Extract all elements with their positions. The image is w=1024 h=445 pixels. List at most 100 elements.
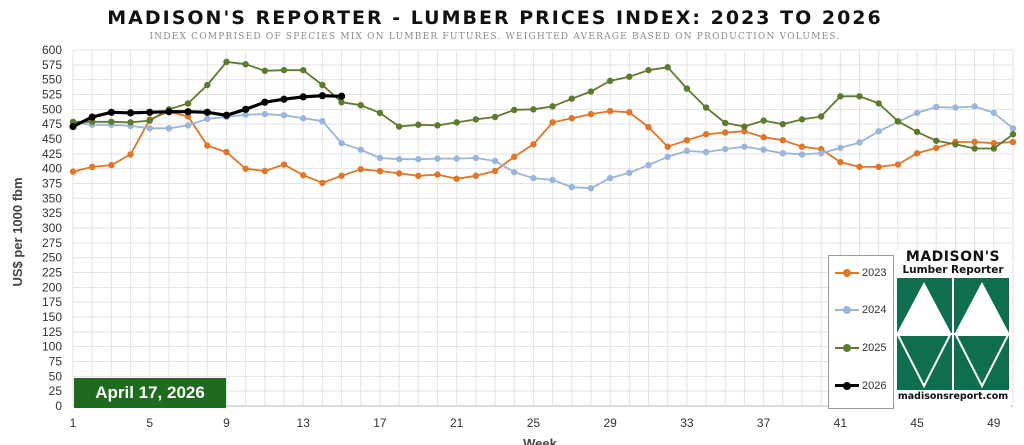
data-point-2025 bbox=[184, 100, 192, 107]
data-point-2025 bbox=[1009, 131, 1017, 138]
data-point-2025 bbox=[415, 121, 422, 128]
data-point-2023 bbox=[415, 172, 422, 179]
data-point-2025 bbox=[990, 145, 998, 152]
x-tick-label: 49 bbox=[987, 416, 1001, 430]
y-tick-label: 175 bbox=[42, 295, 62, 309]
data-point-2024 bbox=[549, 176, 556, 184]
data-point-2024 bbox=[645, 161, 652, 169]
data-point-2023 bbox=[242, 165, 249, 172]
logo-url[interactable]: madisonsreport.com bbox=[897, 391, 1009, 402]
data-point-2024 bbox=[491, 157, 499, 165]
x-tick-label: 21 bbox=[450, 416, 464, 430]
data-point-2023 bbox=[88, 163, 96, 171]
y-tick-label: 400 bbox=[42, 162, 62, 176]
data-point-2025 bbox=[587, 88, 595, 95]
data-point-2024 bbox=[165, 125, 173, 132]
legend-item-2026[interactable]: 2026 bbox=[829, 379, 893, 393]
data-point-2024 bbox=[702, 148, 710, 156]
x-tick-label: 17 bbox=[373, 416, 387, 430]
y-tick-label: 450 bbox=[42, 132, 62, 146]
data-point-2025 bbox=[357, 101, 364, 109]
y-tick-label: 500 bbox=[42, 102, 62, 116]
x-tick-label: 9 bbox=[223, 416, 230, 430]
series-line-2025 bbox=[73, 61, 1014, 150]
data-point-2024 bbox=[357, 146, 364, 153]
x-tick-label: 45 bbox=[910, 416, 924, 430]
data-point-2026 bbox=[184, 108, 192, 116]
data-point-2025 bbox=[798, 116, 806, 123]
data-point-2024 bbox=[300, 115, 307, 122]
data-point-2023 bbox=[971, 138, 978, 146]
data-point-2023 bbox=[722, 129, 729, 136]
data-point-2023 bbox=[69, 168, 77, 175]
data-point-2026 bbox=[222, 111, 231, 119]
data-point-2024 bbox=[204, 115, 211, 123]
data-point-2025 bbox=[376, 109, 384, 117]
data-point-2023 bbox=[491, 167, 499, 175]
data-point-2025 bbox=[280, 66, 288, 74]
data-point-2025 bbox=[779, 120, 786, 128]
data-point-2025 bbox=[338, 99, 345, 106]
data-point-2025 bbox=[434, 122, 441, 129]
legend-swatch-dot bbox=[843, 382, 851, 390]
data-point-2025 bbox=[300, 66, 307, 74]
data-point-2024 bbox=[184, 122, 192, 129]
data-point-2023 bbox=[913, 150, 921, 157]
data-point-2026 bbox=[280, 95, 288, 103]
data-point-2023 bbox=[606, 107, 614, 115]
data-point-2025 bbox=[530, 106, 537, 113]
data-point-2023 bbox=[683, 136, 691, 144]
y-tick-label: 250 bbox=[42, 251, 62, 265]
logo-title: MADISON'S bbox=[905, 249, 1001, 265]
data-point-2026 bbox=[146, 108, 154, 116]
y-tick-label: 325 bbox=[42, 206, 62, 220]
data-point-2023 bbox=[702, 131, 710, 138]
data-point-2023 bbox=[779, 136, 786, 144]
data-point-2025 bbox=[261, 67, 269, 74]
data-point-2025 bbox=[568, 95, 575, 102]
data-point-2026 bbox=[242, 105, 250, 113]
y-axis-ticks: 0255075100125150175200225250275300325350… bbox=[42, 43, 62, 413]
legend-item-2025[interactable]: 2025 bbox=[829, 341, 893, 355]
data-point-2026 bbox=[126, 109, 135, 117]
legend-item-2023[interactable]: 2023 bbox=[829, 266, 893, 280]
x-tick-label: 1 bbox=[70, 416, 77, 430]
data-point-2023 bbox=[223, 148, 230, 156]
data-point-2024 bbox=[760, 146, 767, 153]
data-point-2025 bbox=[549, 103, 556, 110]
data-point-2025 bbox=[146, 117, 153, 124]
data-point-2025 bbox=[683, 85, 691, 92]
data-point-2025 bbox=[817, 113, 825, 120]
y-tick-label: 350 bbox=[42, 191, 62, 205]
legend-label: 2024 bbox=[862, 304, 887, 316]
y-tick-label: 150 bbox=[42, 310, 62, 324]
data-point-2023 bbox=[300, 171, 307, 179]
data-point-2023 bbox=[798, 143, 806, 150]
data-point-2025 bbox=[626, 73, 633, 80]
data-point-2025 bbox=[837, 93, 844, 100]
y-tick-label: 375 bbox=[42, 177, 62, 191]
legend-item-2024[interactable]: 2024 bbox=[829, 303, 893, 317]
data-point-2024 bbox=[779, 150, 786, 157]
data-point-2023 bbox=[875, 163, 882, 171]
data-point-2023 bbox=[856, 163, 863, 171]
x-tick-label: 25 bbox=[527, 416, 541, 430]
data-point-2024 bbox=[683, 147, 691, 155]
y-tick-label: 125 bbox=[42, 325, 62, 339]
data-point-2023 bbox=[1009, 138, 1017, 146]
data-point-2023 bbox=[472, 172, 480, 179]
y-tick-label: 225 bbox=[42, 266, 62, 280]
data-point-2023 bbox=[587, 110, 595, 118]
chart-subtitle: INDEX COMPRISED OF SPECIES MIX ON LUMBER… bbox=[149, 32, 841, 42]
legend-swatch-dot bbox=[843, 269, 851, 277]
y-tick-label: 75 bbox=[49, 355, 63, 369]
data-point-2025 bbox=[645, 66, 652, 74]
data-point-2024 bbox=[971, 103, 978, 110]
data-point-2026 bbox=[88, 113, 96, 121]
data-point-2025 bbox=[760, 117, 767, 124]
data-point-2025 bbox=[127, 119, 134, 126]
data-point-2025 bbox=[204, 81, 211, 89]
data-point-2024 bbox=[913, 109, 921, 117]
data-point-2026 bbox=[337, 92, 346, 100]
